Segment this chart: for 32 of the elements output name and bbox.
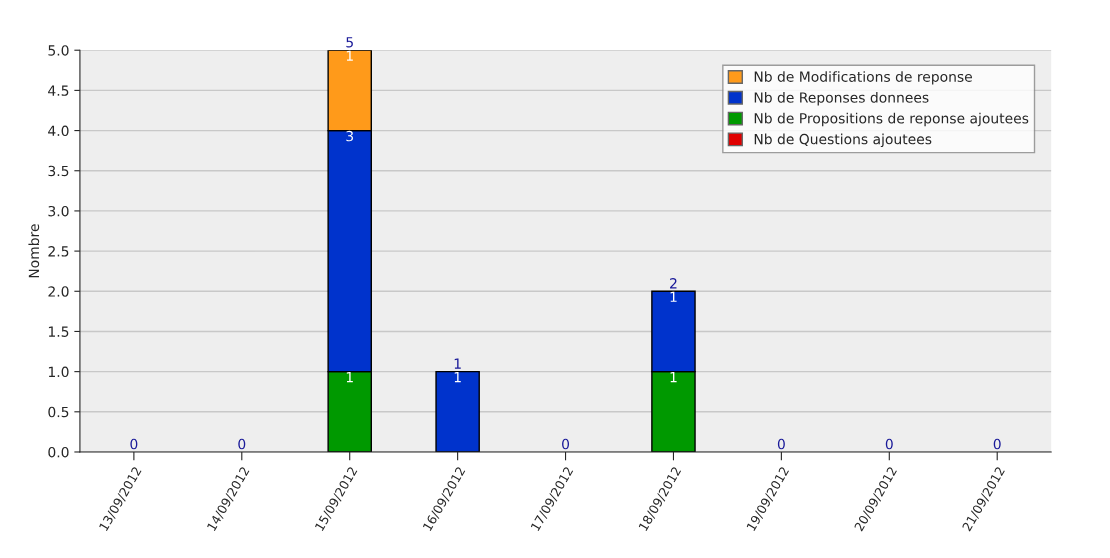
total-label: 0: [777, 438, 785, 450]
bar: [435, 370, 480, 452]
y-tick-label: 1.0: [48, 366, 69, 378]
data-label: 1: [346, 372, 353, 383]
y-tick-label: 5.0: [48, 45, 69, 56]
total-label: 0: [885, 438, 893, 450]
total-label: 0: [130, 438, 138, 450]
total-label: 0: [238, 438, 246, 450]
data-label: 1: [670, 291, 677, 302]
y-tick-label: 0.0: [48, 446, 69, 458]
y-tick-label: 2.0: [48, 286, 69, 297]
y-tick-label: 1.5: [48, 326, 69, 337]
total-label: 0: [562, 438, 570, 450]
total-label: 2: [670, 278, 677, 289]
data-label: 1: [346, 50, 353, 61]
data-label: 1: [670, 372, 677, 383]
y-axis-title: Nombre: [28, 224, 40, 278]
total-label: 1: [454, 358, 461, 369]
y-tick-label: 4.0: [48, 125, 69, 137]
data-label: 1: [454, 372, 461, 383]
legend-label: Nb de Reponses donnees: [754, 91, 929, 106]
legend-label: Nb de Modifications de reponse: [754, 71, 972, 85]
total-label: 0: [993, 438, 1001, 450]
data-label: 3: [346, 130, 354, 142]
legend-label: Nb de Propositions de reponse ajoutees: [754, 112, 1029, 127]
total-label: 5: [346, 37, 353, 48]
y-tick-label: 2.5: [48, 246, 69, 257]
y-tick-label: 3.5: [48, 165, 69, 177]
y-tick-label: 0.5: [48, 406, 69, 418]
y-tick-label: 3.0: [48, 205, 69, 217]
y-tick-label: 4.5: [48, 85, 69, 96]
legend-label: Nb de Questions ajoutees: [754, 133, 932, 148]
